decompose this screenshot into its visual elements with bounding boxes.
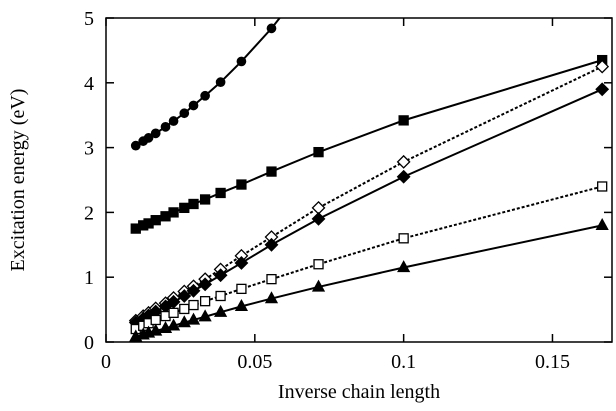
- point: [266, 273, 277, 285]
- point: [198, 277, 213, 292]
- point: [215, 290, 226, 302]
- y-tick-label: 4: [84, 73, 94, 95]
- point: [215, 77, 226, 88]
- point: [398, 115, 409, 126]
- point: [213, 304, 228, 317]
- plot-frame: [105, 17, 613, 343]
- point: [234, 299, 249, 312]
- point: [177, 315, 191, 328]
- point: [199, 194, 211, 205]
- point: [311, 211, 326, 226]
- point: [264, 291, 279, 304]
- point: [150, 215, 161, 226]
- point: [236, 283, 247, 295]
- point: [200, 90, 210, 101]
- point: [215, 187, 226, 199]
- point: [166, 318, 181, 331]
- point: [595, 59, 610, 74]
- y-tick-label: 0: [84, 332, 94, 354]
- point: [236, 179, 247, 190]
- point: [143, 133, 154, 143]
- point: [188, 299, 199, 311]
- point: [266, 166, 277, 177]
- x-tick-label: 0.15: [535, 351, 570, 373]
- series-line: [135, 185, 603, 330]
- point: [188, 100, 199, 111]
- point: [266, 23, 277, 34]
- point: [177, 289, 192, 303]
- point: [213, 268, 228, 283]
- point: [397, 260, 411, 273]
- y-tick-label: 2: [84, 202, 94, 224]
- x-tick-label: 0.05: [237, 351, 272, 373]
- point: [264, 237, 279, 252]
- point: [597, 181, 608, 192]
- point: [186, 283, 201, 298]
- point: [186, 312, 201, 325]
- point: [396, 154, 411, 169]
- point: [595, 82, 610, 97]
- point: [168, 116, 179, 126]
- point: [396, 169, 411, 184]
- point: [179, 303, 190, 315]
- point: [313, 259, 324, 270]
- point: [398, 233, 409, 244]
- y-tick-label: 3: [84, 138, 94, 160]
- point: [150, 314, 161, 326]
- x-tick-label: 0.1: [391, 351, 416, 373]
- y-tick-label: 1: [84, 267, 94, 289]
- point: [168, 307, 179, 318]
- point: [236, 56, 247, 67]
- point: [149, 323, 163, 336]
- point: [188, 198, 199, 210]
- point: [199, 296, 211, 307]
- point: [179, 108, 190, 119]
- point: [160, 122, 171, 132]
- x-axis-label: Inverse chain length: [278, 381, 440, 403]
- y-tick-label: 5: [84, 8, 94, 30]
- point: [179, 202, 190, 214]
- point: [311, 279, 326, 292]
- y-axis-label: Excitation energy (eV): [7, 89, 29, 272]
- x-tick-label: 0: [101, 351, 111, 373]
- point: [595, 218, 609, 231]
- plot-area: [128, 18, 610, 342]
- point: [313, 146, 324, 158]
- point: [198, 309, 212, 322]
- point: [168, 207, 179, 218]
- point: [234, 256, 249, 270]
- point: [150, 128, 161, 139]
- point: [130, 140, 141, 151]
